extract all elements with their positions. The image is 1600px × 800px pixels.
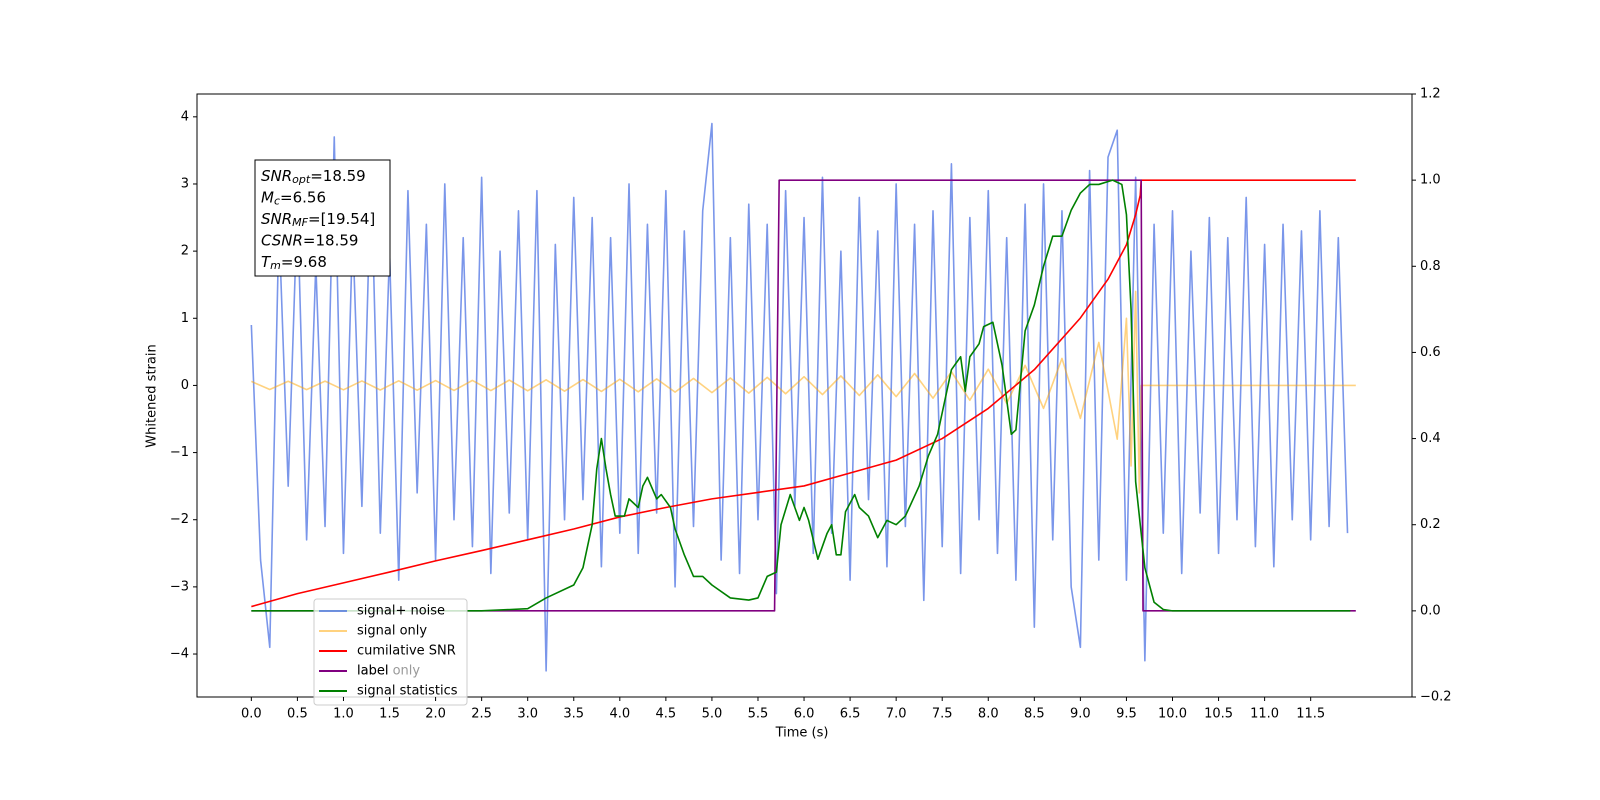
y-tick-label: 0 <box>181 378 189 393</box>
x-tick-label: 3.0 <box>517 707 538 722</box>
x-tick-label: 7.5 <box>932 707 953 722</box>
legend-label: signal statistics <box>357 684 458 699</box>
y2-tick-label: 0.2 <box>1420 517 1441 532</box>
legend-overlay-text: label only <box>357 664 420 679</box>
series-line <box>250 122 1349 672</box>
y2-tick-label: 1.2 <box>1420 87 1441 102</box>
y-tick-label: 3 <box>181 176 189 191</box>
legend-label: cumilative SNR <box>357 644 456 659</box>
annotation-value: =[19.54] <box>308 210 375 228</box>
x-tick-label: 0.0 <box>241 707 262 722</box>
legend-frame <box>313 598 468 706</box>
y2-tick-label: 0.0 <box>1420 603 1441 618</box>
x-tick-label: 1.5 <box>379 707 400 722</box>
y2-tick-label: 1.0 <box>1420 173 1441 188</box>
y2-tick-label: 0.8 <box>1420 259 1441 274</box>
annotation-subscript: m <box>270 259 281 272</box>
annotation-line: CSNR=18.59 <box>261 231 358 249</box>
annotation-line: Tm=9.68 <box>261 253 327 273</box>
annotation-box: SNRopt=18.59Mc=6.56SNRMF=[19.54]CSNR=18.… <box>254 159 391 277</box>
x-tick-label: 2.0 <box>425 707 446 722</box>
series-line <box>251 179 1351 612</box>
x-tick-label: 2.5 <box>471 707 492 722</box>
y-axis-label: Whitened strain <box>145 344 160 447</box>
y-tick-label: 4 <box>181 109 189 124</box>
y2-tick-label: 0.6 <box>1420 345 1441 360</box>
y-tick-label: −4 <box>170 647 189 662</box>
y-tick-label: −3 <box>170 579 189 594</box>
annotation-value: =6.56 <box>280 188 326 206</box>
x-tick-label: 8.5 <box>1024 707 1045 722</box>
annotation-value: =18.59 <box>303 231 359 249</box>
y-tick-label: −1 <box>170 445 189 460</box>
annotation-symbol: CSNR <box>261 231 303 249</box>
series-line <box>251 179 1356 608</box>
y2-tick-label: −0.2 <box>1420 690 1452 705</box>
y-tick-label: 2 <box>181 244 189 259</box>
x-tick-label: 6.0 <box>794 707 815 722</box>
annotation-subscript: MF <box>292 216 308 229</box>
legend: label only signal+ noise signal only cumila… <box>313 598 468 706</box>
x-tick-label: 11.0 <box>1250 707 1279 722</box>
x-tick-label: 4.0 <box>609 707 630 722</box>
y-tick-label: 1 <box>181 311 189 326</box>
annotation-line: SNRMF=[19.54] <box>261 210 375 230</box>
x-tick-label: 1.0 <box>333 707 354 722</box>
legend-label: signal only <box>357 624 427 639</box>
plot-area <box>250 122 1356 672</box>
annotation-subscript: c <box>274 195 280 208</box>
x-tick-label: 0.5 <box>287 707 308 722</box>
x-axis-label: Time (s) <box>775 726 829 741</box>
annotation-symbol: SNR <box>261 167 292 185</box>
legend-label: signal+ noise <box>357 604 445 619</box>
annotation-line: Mc=6.56 <box>261 188 326 208</box>
y-tick-label: −2 <box>170 512 189 527</box>
annotation-value: =9.68 <box>281 253 327 271</box>
x-tick-label: 8.0 <box>978 707 999 722</box>
x-tick-label: 9.5 <box>1116 707 1137 722</box>
annotation-subscript: opt <box>292 173 311 186</box>
x-tick-label: 3.5 <box>563 707 584 722</box>
y2-tick-label: 0.4 <box>1420 431 1441 446</box>
x-tick-label: 5.0 <box>702 707 723 722</box>
x-tick-label: 6.5 <box>840 707 861 722</box>
x-tick-label: 10.0 <box>1158 707 1187 722</box>
x-tick-label: 10.5 <box>1204 707 1233 722</box>
x-tick-label: 4.5 <box>656 707 677 722</box>
x-tick-label: 5.5 <box>748 707 769 722</box>
x-tick-label: 11.5 <box>1296 707 1325 722</box>
x-tick-label: 9.0 <box>1070 707 1091 722</box>
annotation-symbol: SNR <box>261 210 292 228</box>
annotation-symbol: T <box>261 253 272 271</box>
x-tick-label: 7.0 <box>886 707 907 722</box>
series-line <box>251 290 1356 494</box>
legend-label: label <box>357 664 388 679</box>
annotation-value: =18.59 <box>310 167 366 185</box>
annotation-symbol: M <box>261 188 274 206</box>
annotation-line: SNRopt=18.59 <box>261 167 366 187</box>
annotation-frame <box>254 159 391 277</box>
